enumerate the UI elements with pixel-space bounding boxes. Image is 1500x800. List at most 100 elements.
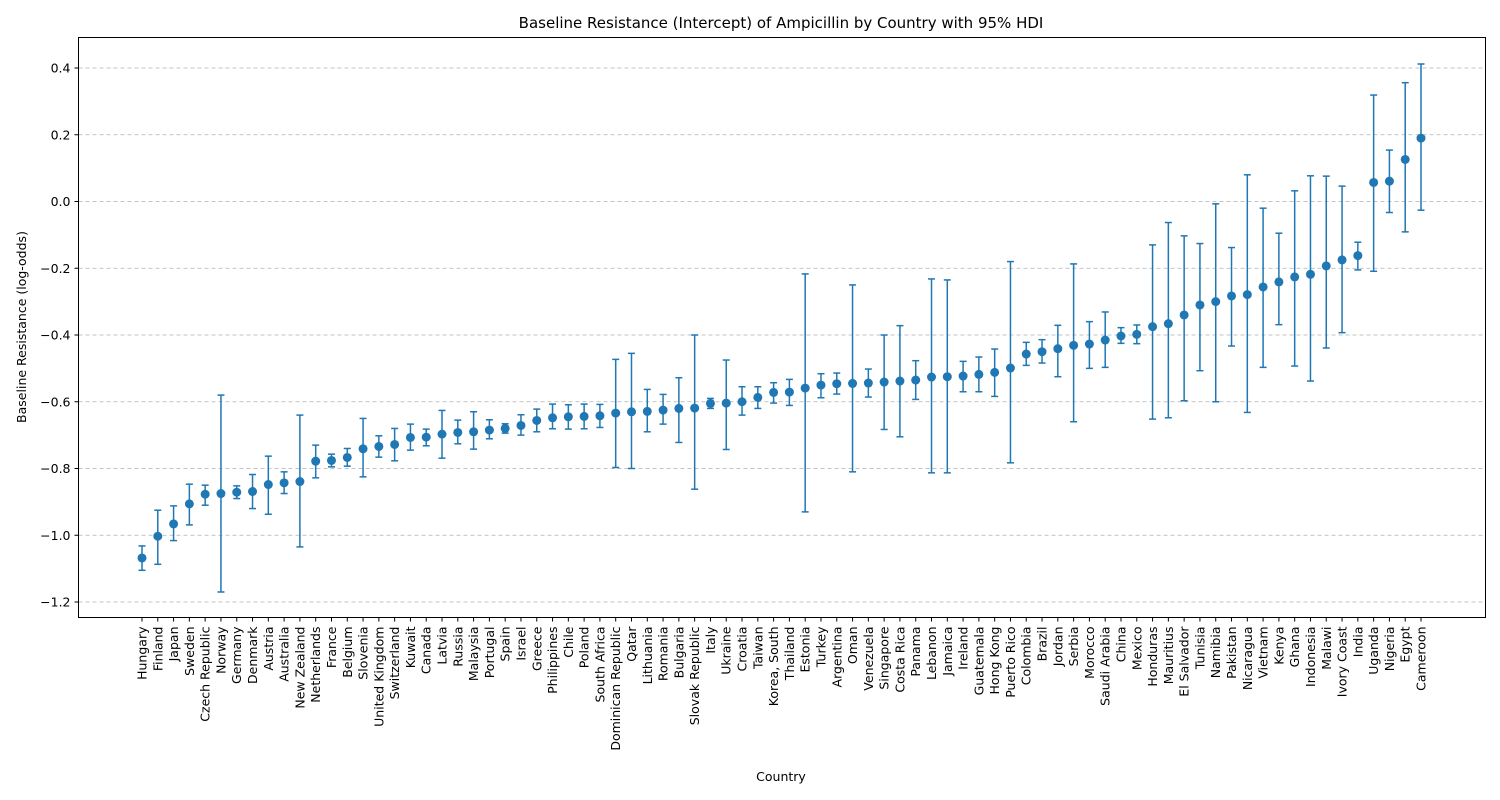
plot-frame: [78, 37, 1486, 618]
data-point: [721, 398, 731, 408]
x-tick-label: Egypt: [1398, 626, 1413, 662]
x-tick-label: Venezuela: [861, 627, 876, 691]
y-tick-label: −0.2: [40, 261, 70, 276]
data-point: [248, 487, 258, 497]
x-tick-label: Morocco: [1082, 627, 1097, 679]
x-tick-label: Finland: [150, 627, 165, 672]
data-point: [1384, 176, 1394, 186]
y-tick-label: 0.0: [51, 194, 71, 209]
x-tick-label: Italy: [703, 626, 718, 654]
data-point: [137, 553, 147, 563]
x-tick-label: Namibia: [1208, 627, 1223, 679]
x-axis-label: Country: [756, 769, 806, 784]
data-point: [737, 397, 747, 407]
data-point: [548, 413, 558, 423]
x-tick-label: Portugal: [482, 627, 497, 679]
data-point: [390, 439, 400, 449]
x-tick-label: France: [324, 626, 339, 668]
x-tick-label: Hungary: [135, 626, 150, 680]
data-point: [500, 423, 510, 433]
data-point: [1290, 272, 1300, 282]
x-tick-label: Thailand: [782, 627, 797, 682]
x-tick-label: Costa Rica: [892, 627, 907, 693]
x-tick-label: Russia: [450, 627, 465, 667]
x-tick-label: Hong Kong: [987, 627, 1002, 695]
data-point: [311, 456, 321, 466]
data-point: [1100, 335, 1110, 345]
y-tick-label: −1.2: [40, 595, 70, 610]
data-point: [974, 369, 984, 379]
x-tick-label: Vietnam: [1256, 627, 1271, 679]
data-point: [705, 398, 715, 408]
data-point: [1069, 340, 1079, 350]
data-point: [1211, 297, 1221, 307]
data-point: [1179, 310, 1189, 320]
data-point: [1416, 133, 1426, 143]
data-point: [232, 487, 242, 497]
x-tick-label: Spain: [498, 627, 513, 662]
x-tick-label: South Africa: [592, 627, 607, 703]
data-point: [769, 387, 779, 397]
x-tick-label: Malawi: [1319, 627, 1334, 670]
x-tick-label: Germany: [229, 626, 244, 684]
x-tick-label: Lebanon: [924, 627, 939, 681]
data-point: [958, 371, 968, 381]
x-tick-label: Taiwan: [750, 627, 765, 671]
x-tick-label: Indonesia: [1303, 627, 1318, 687]
data-point: [1195, 300, 1205, 310]
data-point: [595, 411, 605, 421]
data-point: [469, 427, 479, 437]
data-point: [342, 452, 352, 462]
x-tick-label: Singapore: [877, 626, 892, 689]
data-point: [169, 519, 179, 529]
x-tick-label: Dominican Republic: [608, 626, 623, 750]
x-tick-label: Saudi Arabia: [1098, 627, 1113, 706]
data-point: [690, 403, 700, 413]
data-point: [374, 441, 384, 451]
x-tick-label: United Kingdom: [371, 627, 386, 727]
x-tick-label: Canada: [419, 627, 434, 675]
x-tick-label: Mexico: [1129, 627, 1144, 671]
x-tick-label: Kuwait: [403, 626, 418, 668]
data-point: [405, 432, 415, 442]
y-tick-label: 0.4: [51, 61, 71, 76]
x-tick-label: Malaysia: [466, 627, 481, 682]
data-point: [1242, 290, 1252, 300]
x-tick-label: Tunisia: [1192, 627, 1207, 671]
y-tick-label: −0.4: [40, 328, 70, 343]
x-tick-label: Ireland: [956, 627, 971, 670]
x-tick-label: Latvia: [435, 627, 450, 665]
data-point: [200, 489, 210, 499]
x-axis-ticks: Hungary Finland Japan Sweden Czech Republic N…: [135, 617, 1429, 751]
x-tick-label: Bulgaria: [671, 627, 686, 679]
x-tick-label: Honduras: [1145, 627, 1160, 687]
data-point: [1021, 349, 1031, 359]
data-point: [484, 425, 494, 435]
data-point: [279, 478, 289, 488]
data-point: [1400, 154, 1410, 164]
x-tick-label: Serbia: [1066, 627, 1081, 667]
data-point: [800, 383, 810, 393]
data-point: [784, 387, 794, 397]
data-point: [1274, 277, 1284, 287]
x-tick-label: China: [1113, 627, 1128, 663]
x-tick-label: Japan: [166, 627, 181, 663]
y-tick-label: −0.6: [40, 394, 70, 409]
data-point: [990, 367, 1000, 377]
data-point: [942, 372, 952, 382]
data-point: [611, 408, 621, 418]
x-tick-label: Switzerland: [387, 627, 402, 700]
x-tick-label: Colombia: [1019, 627, 1034, 686]
data-point: [579, 411, 589, 421]
data-point: [1258, 282, 1268, 292]
x-tick-label: Turkey: [813, 626, 828, 668]
data-point: [1005, 363, 1015, 373]
data-point: [1053, 344, 1063, 354]
x-tick-label: Jordan: [1050, 627, 1065, 668]
gridlines: [78, 67, 1486, 603]
data-point: [832, 379, 842, 389]
data-point: [1321, 261, 1331, 271]
data-point: [563, 412, 573, 422]
x-tick-label: Sweden: [182, 627, 197, 676]
